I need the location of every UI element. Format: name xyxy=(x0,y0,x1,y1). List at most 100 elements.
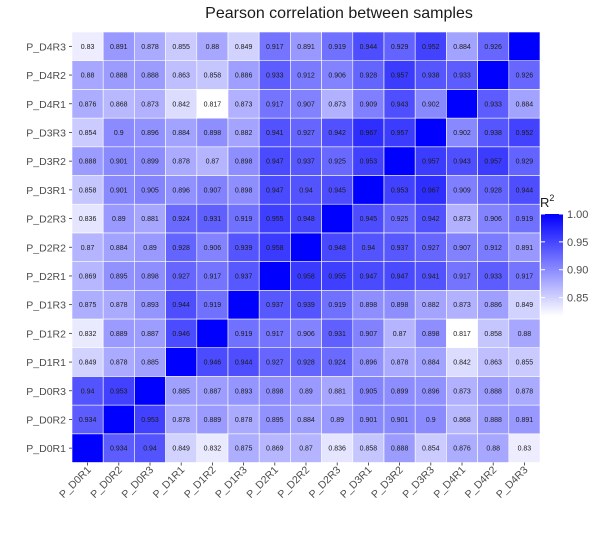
cell-value-label: 0.933 xyxy=(453,73,471,80)
heatmap-cell xyxy=(196,318,229,349)
cell-value-label: 0.891 xyxy=(297,44,315,51)
cell-value-label: 0.907 xyxy=(360,331,378,338)
cell-value-label: 0.926 xyxy=(516,73,534,80)
cell-value-label: 0.94 xyxy=(299,187,313,194)
heatmap-cell xyxy=(508,203,541,234)
heatmap-cell xyxy=(258,318,291,349)
cell-value-label: 0.919 xyxy=(235,331,253,338)
heatmap-cell xyxy=(321,89,354,119)
heatmap-cell xyxy=(383,146,416,176)
heatmap-cell xyxy=(102,433,135,463)
heatmap-cell xyxy=(477,89,510,119)
cell-value-label: 0.855 xyxy=(172,44,190,51)
heatmap-cell xyxy=(352,31,385,62)
cell-value-label: 0.899 xyxy=(141,159,159,166)
heatmap-cell xyxy=(227,404,260,435)
cell-value-label: 0.88 xyxy=(206,44,220,51)
heatmap-cell xyxy=(446,318,478,349)
heatmap-cell xyxy=(134,433,166,463)
heatmap-cell xyxy=(477,404,510,435)
heatmap-cell xyxy=(477,289,510,320)
heatmap-cell xyxy=(258,117,291,148)
heatmap-cell xyxy=(227,60,260,90)
heatmap-cell xyxy=(227,175,260,205)
cell-value-label: 0.912 xyxy=(297,73,315,80)
cell-value-label: 0.898 xyxy=(422,331,440,338)
cell-value-label: 0.896 xyxy=(141,130,159,137)
heatmap-cell xyxy=(290,117,322,148)
cell-value-label: 0.893 xyxy=(141,302,159,309)
heatmap-cell xyxy=(508,404,541,435)
heatmap-cell xyxy=(383,31,416,62)
cell-value-label: 0.943 xyxy=(453,159,471,166)
heatmap-cells: 0.934 0.94 0.849 0.832 0.875 0.869 0.87 0.836 0.… xyxy=(71,31,541,463)
cell-value-label: 0.854 xyxy=(422,446,440,453)
cell-value-label: 0.896 xyxy=(360,360,378,367)
heatmap-cell xyxy=(508,117,541,148)
heatmap-cell xyxy=(196,404,229,435)
heatmap-cell xyxy=(258,347,291,377)
cell-value-label: 0.885 xyxy=(172,388,190,395)
cell-value-label: 0.939 xyxy=(235,245,253,252)
heatmap-cell xyxy=(352,289,385,320)
heatmap-cell xyxy=(134,289,166,320)
heatmap-cell xyxy=(134,261,166,291)
heatmap-cell xyxy=(446,232,478,262)
cell-value-label: 0.869 xyxy=(266,446,284,453)
cell-value-label: 0.934 xyxy=(79,417,97,424)
heatmap-cell xyxy=(227,289,260,320)
cell-value-label: 0.832 xyxy=(204,446,222,453)
heatmap-cell xyxy=(258,203,291,234)
cell-value-label: 0.929 xyxy=(391,44,409,51)
cell-value-label: 0.898 xyxy=(204,130,222,137)
cell-value-label: 0.957 xyxy=(391,73,409,80)
cell-value-label: 0.888 xyxy=(110,73,128,80)
cell-value-label: 0.952 xyxy=(516,130,534,137)
cell-value-label: 0.944 xyxy=(172,302,190,309)
cell-value-label: 0.873 xyxy=(453,302,471,309)
legend-title-superscript: 2 xyxy=(549,193,554,203)
heatmap-cell xyxy=(196,89,229,119)
heatmap-cell xyxy=(196,261,229,291)
heatmap-cell xyxy=(165,31,198,62)
heatmap-cell xyxy=(165,175,198,205)
heatmap-cell xyxy=(477,261,510,291)
heatmap-cell xyxy=(321,203,354,234)
heatmap-cell xyxy=(446,117,478,148)
heatmap-cell xyxy=(352,261,385,291)
cell-value-label: 0.884 xyxy=(172,130,190,137)
cell-value-label: 0.873 xyxy=(141,101,159,108)
cell-value-label: 0.938 xyxy=(484,130,502,137)
y-tick-label: P_D0R1 xyxy=(26,443,66,455)
legend-colorbar xyxy=(541,214,563,316)
cell-value-label: 0.957 xyxy=(484,159,502,166)
heatmap-cell xyxy=(383,232,416,262)
cell-value-label: 0.947 xyxy=(266,187,284,194)
cell-value-label: 0.937 xyxy=(391,245,409,252)
cell-value-label: 0.885 xyxy=(141,360,159,367)
heatmap-cell xyxy=(290,232,322,262)
cell-value-label: 0.884 xyxy=(422,360,440,367)
heatmap-cell xyxy=(383,60,416,90)
heatmap-cell xyxy=(258,261,291,291)
heatmap-cell xyxy=(165,347,198,377)
cell-value-label: 0.944 xyxy=(235,360,253,367)
cell-value-label: 0.909 xyxy=(453,187,471,194)
x-tick-label: P_D2R2 xyxy=(276,464,313,501)
cell-value-label: 0.927 xyxy=(172,273,190,280)
cell-value-label: 0.917 xyxy=(266,101,284,108)
y-tick-label: P_D0R3 xyxy=(26,386,66,398)
cell-value-label: 0.87 xyxy=(299,446,313,453)
cell-value-label: 0.878 xyxy=(141,44,159,51)
heatmap-cell xyxy=(165,89,198,119)
cell-value-label: 0.901 xyxy=(391,417,409,424)
cell-value-label: 0.869 xyxy=(79,273,97,280)
cell-value-label: 0.898 xyxy=(141,273,159,280)
heatmap-cell xyxy=(352,89,385,119)
y-tick-label: P_D1R1 xyxy=(26,357,66,369)
heatmap-cell xyxy=(352,232,385,262)
y-tick-label: P_D2R2 xyxy=(26,242,66,254)
heatmap-cell xyxy=(71,433,104,463)
cell-value-label: 0.83 xyxy=(81,44,95,51)
cell-value-label: 0.948 xyxy=(297,216,315,223)
